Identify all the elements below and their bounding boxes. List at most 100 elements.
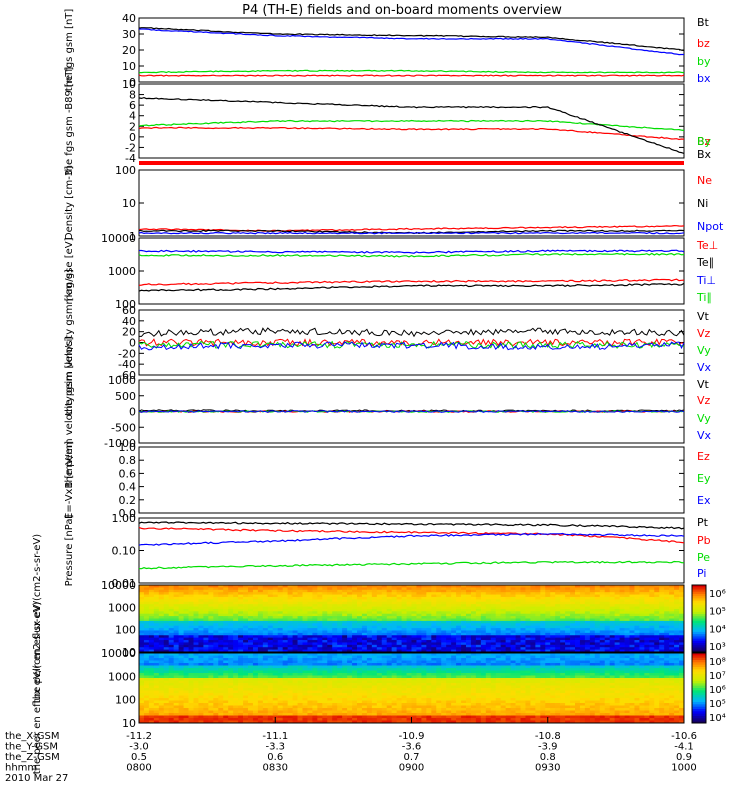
heatmap-cell [208,698,213,701]
heatmap-cell [471,604,476,607]
heatmap-cell [213,645,218,648]
heatmap-cell [317,638,322,641]
heatmap-cell [218,611,223,614]
heatmap-cell [565,595,570,598]
panel-2-ylabel: the fgs gsm -B89 [nT] [64,67,75,176]
heatmap-cell [580,597,585,600]
heatmap-cell [238,609,243,612]
heatmap-cell [674,623,679,626]
heatmap-cell [238,703,243,706]
heatmap-cell [159,616,164,619]
heatmap-cell [233,619,238,622]
heatmap-cell [446,616,451,619]
heatmap-cell [213,647,218,650]
heatmap-cell [352,688,357,691]
heatmap-cell [293,616,298,619]
heatmap-cell [218,671,223,674]
heatmap-cell [159,609,164,612]
heatmap-cell [382,647,387,650]
heatmap-cell [263,630,268,633]
heatmap-cell [154,614,159,617]
heatmap-cell [466,630,471,633]
heatmap-cell [362,661,367,664]
heatmap-cell [600,599,605,602]
heatmap-cell [392,661,397,664]
heatmap-cell [461,638,466,641]
heatmap-cell [184,592,189,595]
heatmap-cell [392,683,397,686]
heatmap-cell [649,614,654,617]
heatmap-cell [179,645,184,648]
heatmap-cell [610,599,615,602]
heatmap-cell [392,635,397,638]
heatmap-cell [327,718,332,721]
heatmap-cell [139,604,144,607]
heatmap-cell [476,647,481,650]
heatmap-cell [501,614,506,617]
heatmap-cell [223,678,228,681]
heatmap-cell [203,708,208,711]
heatmap-cell [273,671,278,674]
heatmap-cell [461,614,466,617]
heatmap-cell [367,597,372,600]
heatmap-cell [580,628,585,631]
heatmap-cell [273,642,278,645]
heatmap-cell [362,638,367,641]
heatmap-cell [174,623,179,626]
heatmap-cell [332,621,337,624]
heatmap-cell [228,716,233,719]
heatmap-cell [630,647,635,650]
heatmap-cell [144,587,149,590]
heatmap-cell [397,716,402,719]
heatmap-cell [397,668,402,671]
heatmap-cell [451,590,456,593]
heatmap-cell [154,626,159,629]
heatmap-cell [248,623,253,626]
heatmap-cell [402,696,407,699]
heatmap-cell [540,592,545,595]
heatmap-cell [352,693,357,696]
heatmap-cell [258,656,263,659]
heatmap-cell [402,706,407,709]
heatmap-cell [179,628,184,631]
heatmap-cell [164,616,169,619]
heatmap-cell [521,638,526,641]
heatmap-cell [397,592,402,595]
heatmap-cell [233,609,238,612]
heatmap-cell [268,693,273,696]
heatmap-cell [174,708,179,711]
heatmap-cell [620,645,625,648]
heatmap-cell [491,642,496,645]
heatmap-cell [174,703,179,706]
heatmap-cell [312,678,317,681]
heatmap-cell [194,688,199,691]
heatmap-cell [154,703,159,706]
heatmap-cell [639,602,644,605]
heatmap-cell [332,671,337,674]
ytick-label: 0.10 [112,545,137,558]
heatmap-cell [189,590,194,593]
heatmap-cell [243,630,248,633]
heatmap-cell [630,614,635,617]
heatmap-cell [387,698,392,701]
heatmap-cell [283,630,288,633]
heatmap-cell [436,630,441,633]
heatmap-cell [189,658,194,661]
heatmap-cell [248,590,253,593]
heatmap-cell [392,619,397,622]
heatmap-cell [575,590,580,593]
heatmap-cell [525,628,530,631]
heatmap-cell [228,671,233,674]
heatmap-cell [550,604,555,607]
heatmap-cell [258,688,263,691]
heatmap-cell [377,621,382,624]
heatmap-cell [342,635,347,638]
heatmap-cell [223,595,228,598]
heatmap-cell [412,616,417,619]
heatmap-cell [397,602,402,605]
heatmap-cell [387,701,392,704]
ytick-label: 10 [122,717,136,730]
heatmap-cell [382,607,387,610]
heatmap-cell [198,640,203,643]
heatmap-cell [273,678,278,681]
